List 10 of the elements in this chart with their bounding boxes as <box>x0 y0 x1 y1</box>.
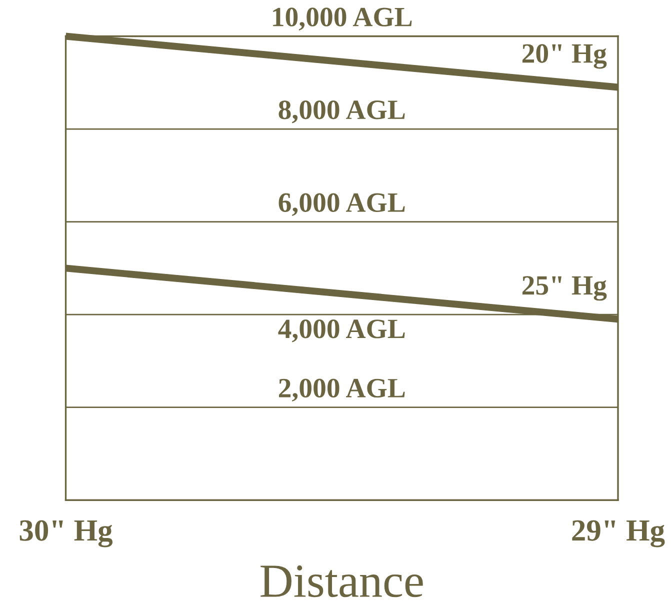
ref-line-label: 8,000 AGL <box>278 100 405 124</box>
ref-line-label: 10,000 AGL <box>273 8 412 30</box>
x-axis-title: Distance <box>260 565 423 598</box>
series-label: 25" Hg <box>522 276 607 301</box>
x-tick-label: 30" Hg <box>20 520 113 548</box>
series-label: 20" Hg <box>522 44 607 69</box>
ref-line-label: 4,000 AGL <box>278 320 405 342</box>
x-tick-label: 29" Hg <box>572 520 665 548</box>
ref-line-label: 2,000 AGL <box>278 378 405 402</box>
ref-line-label: 6,000 AGL <box>278 193 405 216</box>
